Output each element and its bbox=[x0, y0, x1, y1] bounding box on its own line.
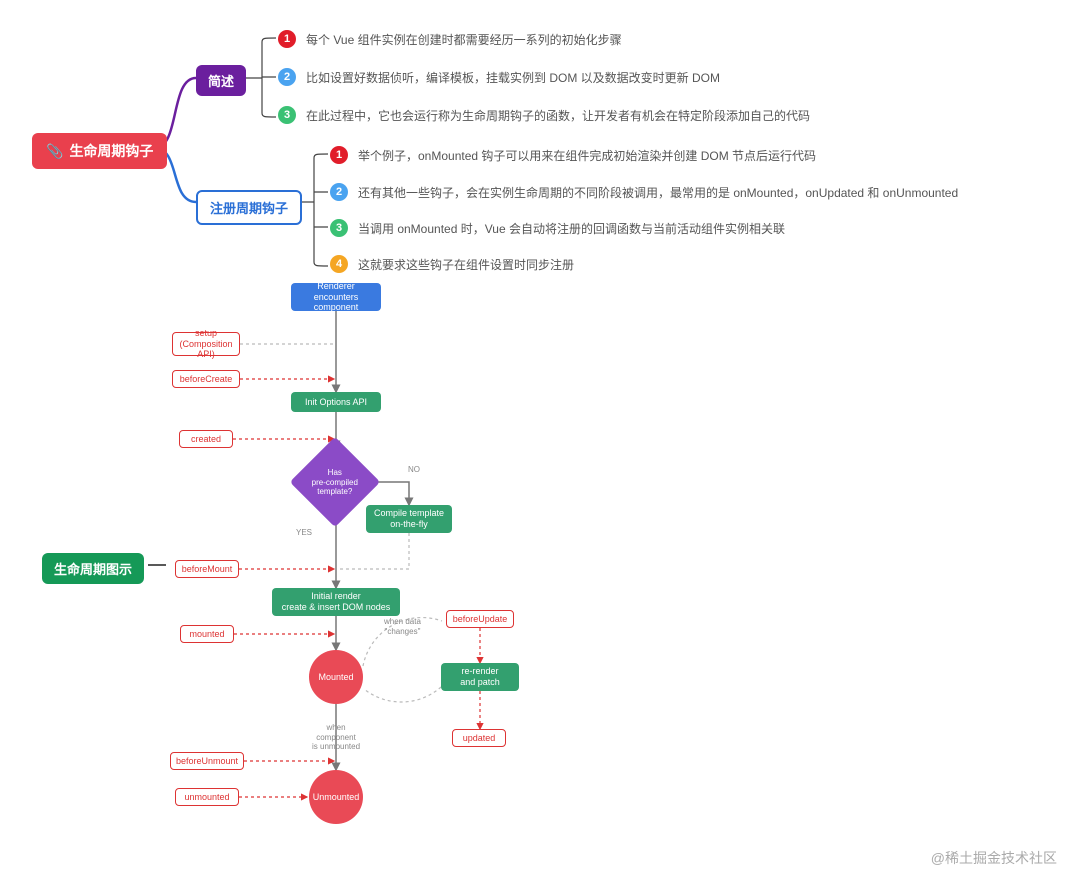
fc-label-whenData: when data "changes" bbox=[384, 617, 421, 636]
fc-beforeUpdate: beforeUpdate bbox=[446, 610, 514, 628]
register-item-3: 3 当调用 onMounted 时，Vue 会自动将注册的回调函数与当前活动组件… bbox=[330, 219, 785, 237]
overview-item-3: 3 在此过程中，它也会运行称为生命周期钩子的函数，让开发者有机会在特定阶段添加自… bbox=[278, 106, 810, 124]
badge-3: 3 bbox=[278, 106, 296, 124]
fc-beforeUnmount: beforeUnmount bbox=[170, 752, 244, 770]
overview-item-2: 2 比如设置好数据侦听，编译模板，挂载实例到 DOM 以及数据改变时更新 DOM bbox=[278, 68, 720, 86]
fc-unmounted: unmounted bbox=[175, 788, 239, 806]
badge-r1: 1 bbox=[330, 146, 348, 164]
fc-mounted: mounted bbox=[180, 625, 234, 643]
fc-renderer: Rendererencounters component bbox=[291, 283, 381, 311]
watermark: @稀土掘金技术社区 bbox=[931, 848, 1057, 868]
register-text-1: 举个例子，onMounted 钩子可以用来在组件完成初始渲染并创建 DOM 节点… bbox=[358, 147, 816, 164]
fc-setup: setup(Composition API) bbox=[172, 332, 240, 356]
overview-text-3: 在此过程中，它也会运行称为生命周期钩子的函数，让开发者有机会在特定阶段添加自己的… bbox=[306, 107, 810, 124]
register-item-2: 2 还有其他一些钩子，会在实例生命周期的不同阶段被调用，最常用的是 onMoun… bbox=[330, 183, 958, 201]
fc-mountedCircle: Mounted bbox=[309, 650, 363, 704]
badge-r4: 4 bbox=[330, 255, 348, 273]
branch-diagram[interactable]: 生命周期图示 bbox=[42, 553, 144, 584]
lifecycle-flowchart: Rendererencounters component setup(Compo… bbox=[166, 275, 556, 835]
fc-beforeCreate: beforeCreate bbox=[172, 370, 240, 388]
badge-r3: 3 bbox=[330, 219, 348, 237]
root-label: 生命周期钩子 bbox=[69, 141, 153, 161]
badge-1: 1 bbox=[278, 30, 296, 48]
fc-initialRender: Initial rendercreate & insert DOM nodes bbox=[272, 588, 400, 616]
badge-2: 2 bbox=[278, 68, 296, 86]
root-node[interactable]: 📎 生命周期钩子 bbox=[32, 133, 167, 169]
register-text-4: 这就要求这些钩子在组件设置时同步注册 bbox=[358, 256, 574, 273]
fc-updated: updated bbox=[452, 729, 506, 747]
fc-rerender: re-renderand patch bbox=[441, 663, 519, 691]
fc-label-whenUnmount: when component is unmounted bbox=[312, 723, 360, 752]
attachment-icon: 📎 bbox=[46, 143, 63, 160]
overview-item-1: 1 每个 Vue 组件实例在创建时都需要经历一系列的初始化步骤 bbox=[278, 30, 622, 48]
branch-overview[interactable]: 简述 bbox=[196, 65, 246, 96]
overview-text-2: 比如设置好数据侦听，编译模板，挂载实例到 DOM 以及数据改变时更新 DOM bbox=[306, 69, 720, 86]
fc-created: created bbox=[179, 430, 233, 448]
register-item-1: 1 举个例子，onMounted 钩子可以用来在组件完成初始渲染并创建 DOM … bbox=[330, 146, 816, 164]
badge-r2: 2 bbox=[330, 183, 348, 201]
branch-register[interactable]: 注册周期钩子 bbox=[196, 190, 302, 225]
fc-initOptions: Init Options API bbox=[291, 392, 381, 412]
fc-label-no: NO bbox=[408, 465, 420, 475]
register-item-4: 4 这就要求这些钩子在组件设置时同步注册 bbox=[330, 255, 574, 273]
fc-label-yes: YES bbox=[296, 528, 312, 538]
register-text-3: 当调用 onMounted 时，Vue 会自动将注册的回调函数与当前活动组件实例… bbox=[358, 220, 785, 237]
fc-beforeMount: beforeMount bbox=[175, 560, 239, 578]
fc-unmountedCircle: Unmounted bbox=[309, 770, 363, 824]
fc-compile: Compile templateon-the-fly bbox=[366, 505, 452, 533]
register-text-2: 还有其他一些钩子，会在实例生命周期的不同阶段被调用，最常用的是 onMounte… bbox=[358, 184, 958, 201]
overview-text-1: 每个 Vue 组件实例在创建时都需要经历一系列的初始化步骤 bbox=[306, 31, 622, 48]
